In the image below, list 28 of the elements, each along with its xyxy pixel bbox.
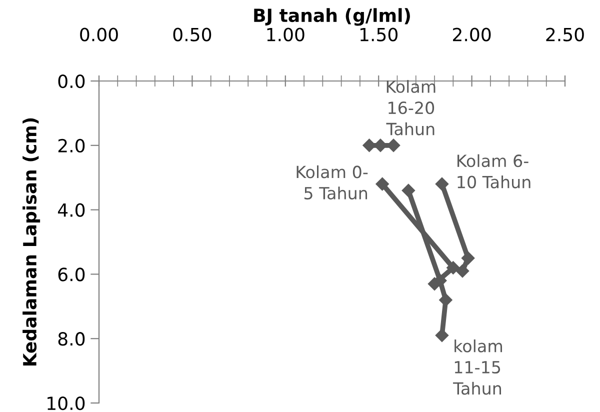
series-label: kolam 11-15 Tahun xyxy=(453,339,502,395)
point xyxy=(376,177,389,191)
point xyxy=(434,274,447,288)
point xyxy=(439,293,452,307)
series-label: Kolam 0- 5 Tahun xyxy=(296,165,368,200)
point xyxy=(435,177,449,191)
y-tick-label: 10.0 xyxy=(48,396,85,410)
x-tick-label: 0.00 xyxy=(80,28,118,42)
y-tick-label: 8.0 xyxy=(58,332,85,346)
point xyxy=(446,261,460,274)
point xyxy=(461,252,475,265)
x-tick-label: 2.00 xyxy=(453,28,491,42)
y-tick-label: 6.0 xyxy=(58,268,85,282)
x-tick-label: 1.50 xyxy=(360,28,398,42)
x-tick-label: 1.00 xyxy=(267,28,304,42)
point xyxy=(402,184,416,198)
x-axis-title: BJ tanah (g/lml) xyxy=(254,8,410,26)
x-tick-label: 0.50 xyxy=(173,28,212,42)
x-tick-label: 2.50 xyxy=(546,28,584,42)
y-tick-label: 0.0 xyxy=(58,74,85,88)
series-label: Kolam 6- 10 Tahun xyxy=(458,154,530,188)
y-tick-label: 2.0 xyxy=(58,138,85,153)
point xyxy=(362,138,376,152)
series-label: Kolam 16-20 Tahun xyxy=(386,80,436,136)
point xyxy=(435,328,449,342)
y-tick-label: 4.0 xyxy=(58,203,85,217)
point xyxy=(456,264,470,278)
y-axis-title: Kedalaman Lapisan (cm) xyxy=(22,118,40,366)
